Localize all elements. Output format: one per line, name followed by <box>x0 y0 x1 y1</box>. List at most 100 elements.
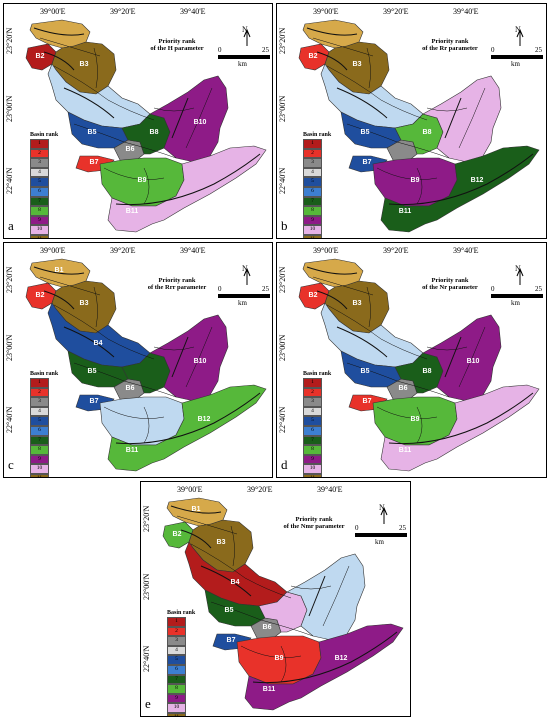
title-line-1: Priority rank <box>158 38 196 45</box>
river-line <box>260 619 314 637</box>
latitude-label: 23°00'N <box>5 334 14 361</box>
basin-b12 <box>380 384 540 472</box>
river-line <box>416 167 423 205</box>
basin-b2 <box>298 43 330 71</box>
north-arrow-icon: N <box>377 502 391 526</box>
legend-swatch: 4 <box>303 406 322 417</box>
basin-label: B4 <box>231 579 240 586</box>
basin-label: B12 <box>198 416 211 423</box>
basin-label: B10 <box>194 358 207 365</box>
basin-label: B8 <box>150 129 159 136</box>
river-line <box>306 27 358 36</box>
basin-label: B8 <box>423 129 432 136</box>
river-line <box>185 87 213 149</box>
river-line <box>396 380 450 398</box>
title-line-1: Priority rank <box>431 277 469 284</box>
river-line <box>171 336 189 378</box>
latitude-label: 22°40'N <box>278 406 287 433</box>
river-line <box>43 51 75 71</box>
basin-label: B1 <box>192 506 201 513</box>
panel-letter: a <box>8 218 14 233</box>
river-line <box>326 304 428 360</box>
river-line <box>322 565 350 627</box>
basin-label: B6 <box>399 385 408 392</box>
legend-swatch: 3 <box>303 397 322 407</box>
legend-title: Basin rank <box>303 371 332 377</box>
legend-swatch: 9 <box>303 215 322 226</box>
basin-label: B3 <box>217 539 226 546</box>
river-line <box>53 304 155 360</box>
legend-swatch: 2 <box>30 148 49 159</box>
legend-swatch: 5 <box>303 177 322 187</box>
basin-label: B7 <box>363 398 372 405</box>
basin-label: B5 <box>88 368 97 375</box>
latitude-label: 22°40'N <box>5 167 14 194</box>
basin-map: B1 B2 B3 B4 B5 B6 B7 B10 B11 B12 <box>25 258 267 472</box>
basin-label: B10 <box>194 119 207 126</box>
legend-swatch: 1 <box>167 617 186 627</box>
basin-map: B1 B2 B3 B4 B5 B6 B7 B9 B11 B12 <box>162 497 404 711</box>
scale-zero: 0 <box>218 46 222 54</box>
legend-swatch: 1 <box>30 378 49 388</box>
legend-swatch: 6 <box>30 425 49 436</box>
basin-b2 <box>162 521 194 549</box>
basin-label: B7 <box>90 159 99 166</box>
basin-label: B5 <box>88 129 97 136</box>
latitude-label: 22°40'N <box>5 406 14 433</box>
basin-label: B11 <box>263 686 276 693</box>
legend-swatch: 5 <box>303 416 322 426</box>
legend-swatch: 5 <box>167 655 186 665</box>
river-line <box>103 167 165 180</box>
legend-swatch: 9 <box>167 693 186 704</box>
map-title: Priority rank of the H parameter <box>122 38 232 52</box>
scale-zero: 0 <box>491 46 495 54</box>
scale-unit: km <box>238 299 247 307</box>
legend-swatch: 10 <box>303 464 322 474</box>
river-line <box>426 346 468 351</box>
latitude-label: 23°00'N <box>278 95 287 122</box>
river-line <box>143 406 150 444</box>
river-line <box>308 575 326 617</box>
basin-label: B3 <box>80 61 89 68</box>
legend-swatch: 7 <box>167 674 186 685</box>
basin-label: B5 <box>361 368 370 375</box>
legend-swatch: 5 <box>30 177 49 187</box>
scale-bar: 0 25 km <box>491 285 543 307</box>
legend-title: Basin rank <box>167 610 196 616</box>
legend-swatch: 11 <box>303 234 322 238</box>
river-line <box>458 326 486 388</box>
rank-legend: Basin rank123456789101112 <box>167 610 207 716</box>
legend-swatch: 3 <box>303 158 322 168</box>
latitude-label: 23°20'N <box>142 505 151 532</box>
legend-swatch: 2 <box>167 626 186 637</box>
river-line <box>316 51 348 71</box>
river-line <box>240 645 302 658</box>
svg-text:N: N <box>515 264 521 273</box>
scale-max: 25 <box>262 46 269 54</box>
basin-label: B2 <box>309 292 318 299</box>
basin-label: B7 <box>227 637 236 644</box>
basin-label: B10 <box>467 358 480 365</box>
basin-label: B11 <box>399 208 412 215</box>
river-line <box>115 153 261 206</box>
river-line <box>115 392 261 445</box>
basin-label: B2 <box>309 53 318 60</box>
legend-swatch: 11 <box>167 712 186 716</box>
legend-swatch: 10 <box>30 464 49 474</box>
basin-label: B2 <box>36 292 45 299</box>
map-panel-a: B2 B3 B5 B6 B8 B10 B7 B9 B11 39°00'E 39°20'E 39°40'… <box>3 3 273 239</box>
river-line <box>180 529 212 549</box>
river-line <box>93 47 98 89</box>
rank-legend: Basin rank123456789101112 <box>303 371 343 477</box>
legend-swatch: 4 <box>30 167 49 178</box>
river-line <box>458 87 486 149</box>
latitude-label: 23°20'N <box>278 266 287 293</box>
map-title: Priority rank of the Nmr parameter <box>259 516 369 530</box>
legend-swatch: 7 <box>30 435 49 446</box>
scale-max: 25 <box>535 285 542 293</box>
scale-max: 25 <box>262 285 269 293</box>
legend-swatch: 8 <box>167 684 186 694</box>
legend-swatch: 3 <box>30 397 49 407</box>
basin-label: B6 <box>126 385 135 392</box>
river-line <box>73 362 125 382</box>
